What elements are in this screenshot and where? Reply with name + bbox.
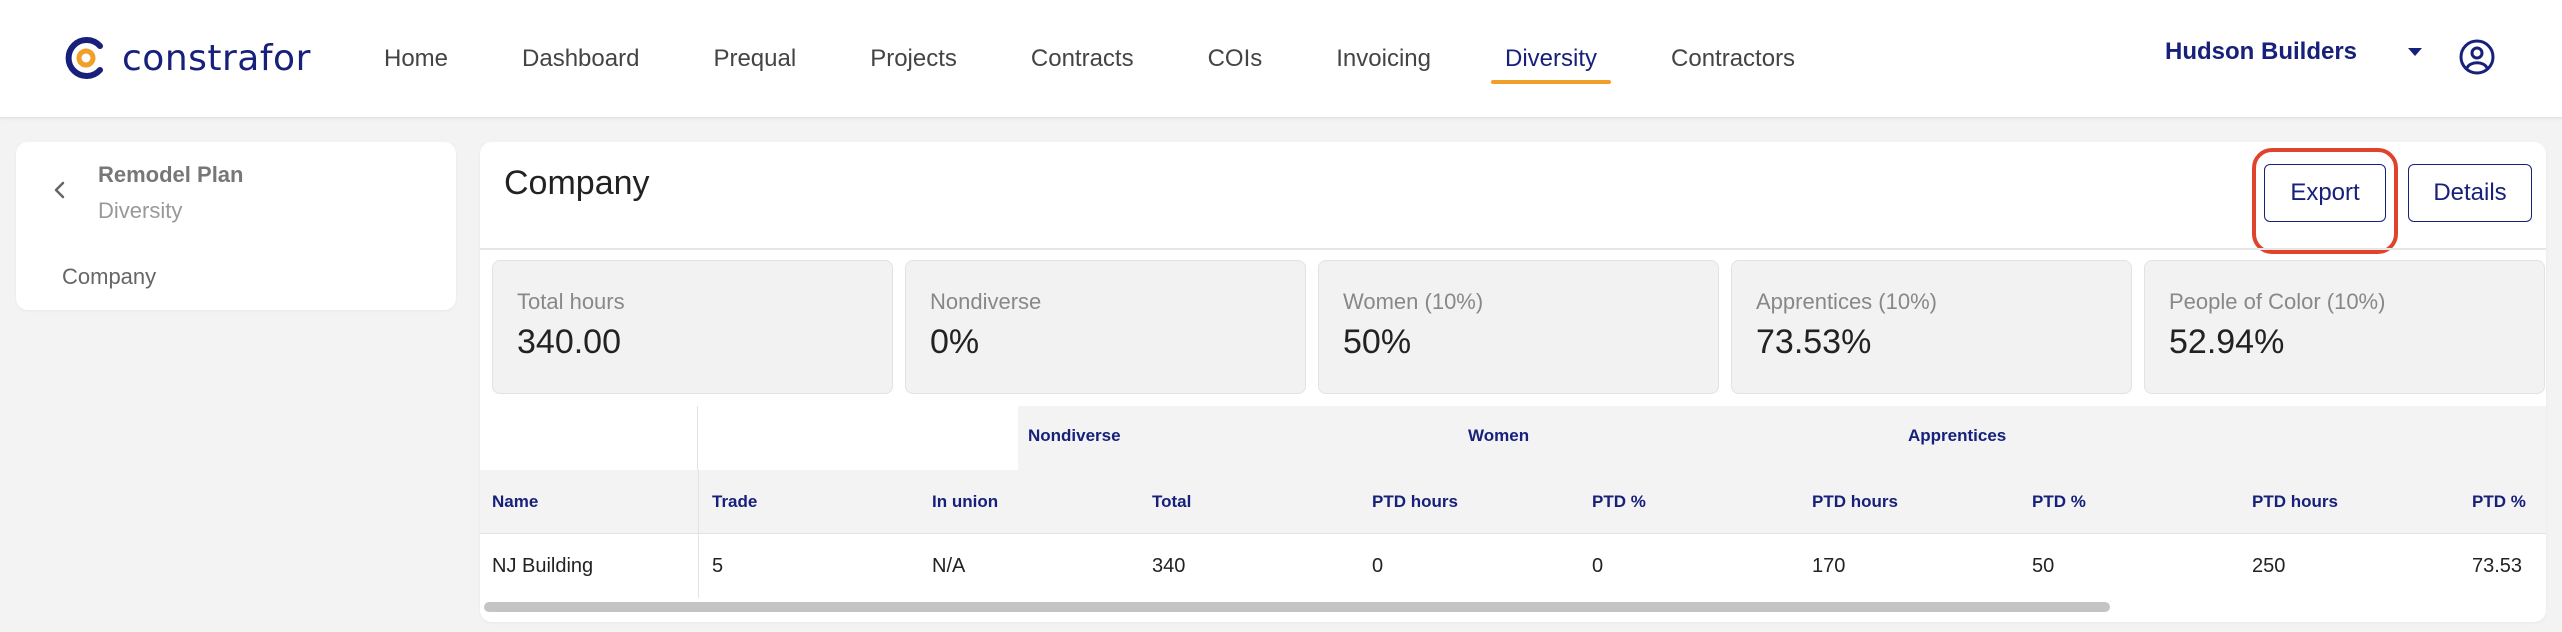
column-header-women-ptd-hours[interactable]: PTD hours [1812,492,1898,511]
chevron-left-icon[interactable] [48,178,72,202]
nav-contractors[interactable]: Contractors [1671,45,1796,72]
cell-trade: 5 [712,555,724,577]
sidebar-item-company[interactable]: Company [62,264,157,289]
column-header-nondiverse-ptd-hours[interactable]: PTD hours [1372,492,1458,511]
column-header-women-ptd-pct[interactable]: PTD % [2032,492,2086,511]
nav-prequal[interactable]: Prequal [713,45,797,72]
table-header-row: Name Trade In union Total PTD hours PTD … [480,470,2546,534]
project-title: Remodel Plan [98,162,244,187]
caret-down-icon[interactable] [2408,48,2422,56]
group-header-blank [480,406,698,470]
sidebar-panel: Remodel Plan Diversity Company [16,142,456,310]
nav-projects[interactable]: Projects [870,45,957,72]
nav-diversity[interactable]: Diversity [1490,0,1612,118]
cell-apprentices-ptd-hours: 250 [2252,555,2286,577]
user-circle-icon[interactable] [2458,38,2496,76]
cell-women-ptd-hours: 170 [1812,555,1846,577]
stat-card-women: Women (10%) 50% [1318,260,1719,394]
stat-card-total-hours: Total hours 340.00 [492,260,893,394]
diversity-table: Nondiverse Women Apprentices Name Trade … [480,406,2546,598]
cell-women-ptd-pct: 50 [2032,555,2055,577]
stat-label: Total hours [517,289,625,314]
column-header-apprentices-ptd-hours[interactable]: PTD hours [2252,492,2338,511]
stat-card-nondiverse: Nondiverse 0% [905,260,1306,394]
horizontal-scrollbar-thumb[interactable] [484,602,2110,612]
stat-value: 73.53% [1756,323,1872,361]
nav-cois[interactable]: COIs [1207,45,1263,72]
nav-dashboard[interactable]: Dashboard [522,45,640,72]
stat-label: Women (10%) [1343,289,1484,314]
organization-selector[interactable]: Hudson Builders [2165,38,2358,65]
stat-value: 340.00 [517,323,621,361]
group-header-nondiverse: Nondiverse [1018,406,1458,470]
table-group-header: Nondiverse Women Apprentices [480,406,2546,470]
header-divider [480,248,2546,250]
brand-name: constrafor [122,37,311,79]
group-header-women: Women [1458,406,1898,470]
column-header-apprentices-ptd-pct[interactable]: PTD % [2472,492,2526,511]
group-header-apprentices: Apprentices [1898,406,2546,470]
project-subtitle: Diversity [98,198,183,223]
main-panel: Company Export Details Total hours 340.0… [480,142,2546,622]
column-header-in-union[interactable]: In union [932,492,999,511]
top-navbar: constrafor Home Dashboard Prequal Projec… [0,0,2562,118]
nav-home[interactable]: Home [384,45,449,72]
stat-label: Nondiverse [930,289,1042,314]
cell-nondiverse-ptd-pct: 0 [1592,555,1604,577]
stat-value: 0% [930,323,980,361]
details-button[interactable]: Details [2408,164,2532,222]
stat-card-apprentices: Apprentices (10%) 73.53% [1731,260,2132,394]
cell-total: 340 [1152,555,1186,577]
stat-label: People of Color (10%) [2169,289,2386,314]
cell-name: NJ Building [492,555,594,577]
cell-nondiverse-ptd-hours: 0 [1372,555,1384,577]
stats-row: Total hours 340.00 Nondiverse 0% Women (… [492,260,2545,394]
column-header-trade[interactable]: Trade [712,492,758,511]
column-header-name[interactable]: Name [492,492,539,511]
stat-value: 52.94% [2169,323,2285,361]
main-nav: Home Dashboard Prequal Projects Contract… [384,0,1869,118]
nav-invoicing[interactable]: Invoicing [1336,45,1431,72]
name-column-divider [698,470,699,598]
stat-label: Apprentices (10%) [1756,289,1937,314]
column-header-nondiverse-ptd-pct[interactable]: PTD % [1592,492,1646,511]
table-row[interactable]: NJ Building 5 N/A 340 0 0 170 50 250 73.… [480,534,2546,598]
constrafor-logo-icon [65,37,103,79]
brand-logo[interactable]: constrafor [62,34,311,82]
stat-card-people-of-color: People of Color (10%) 52.94% [2144,260,2545,394]
cell-in-union: N/A [932,555,966,577]
cell-apprentices-ptd-pct: 73.53 [2472,555,2523,577]
nav-contracts[interactable]: Contracts [1030,45,1134,72]
stat-value: 50% [1343,323,1412,361]
page-title: Company [504,164,650,202]
export-button[interactable]: Export [2264,164,2386,222]
column-header-total[interactable]: Total [1152,492,1192,511]
